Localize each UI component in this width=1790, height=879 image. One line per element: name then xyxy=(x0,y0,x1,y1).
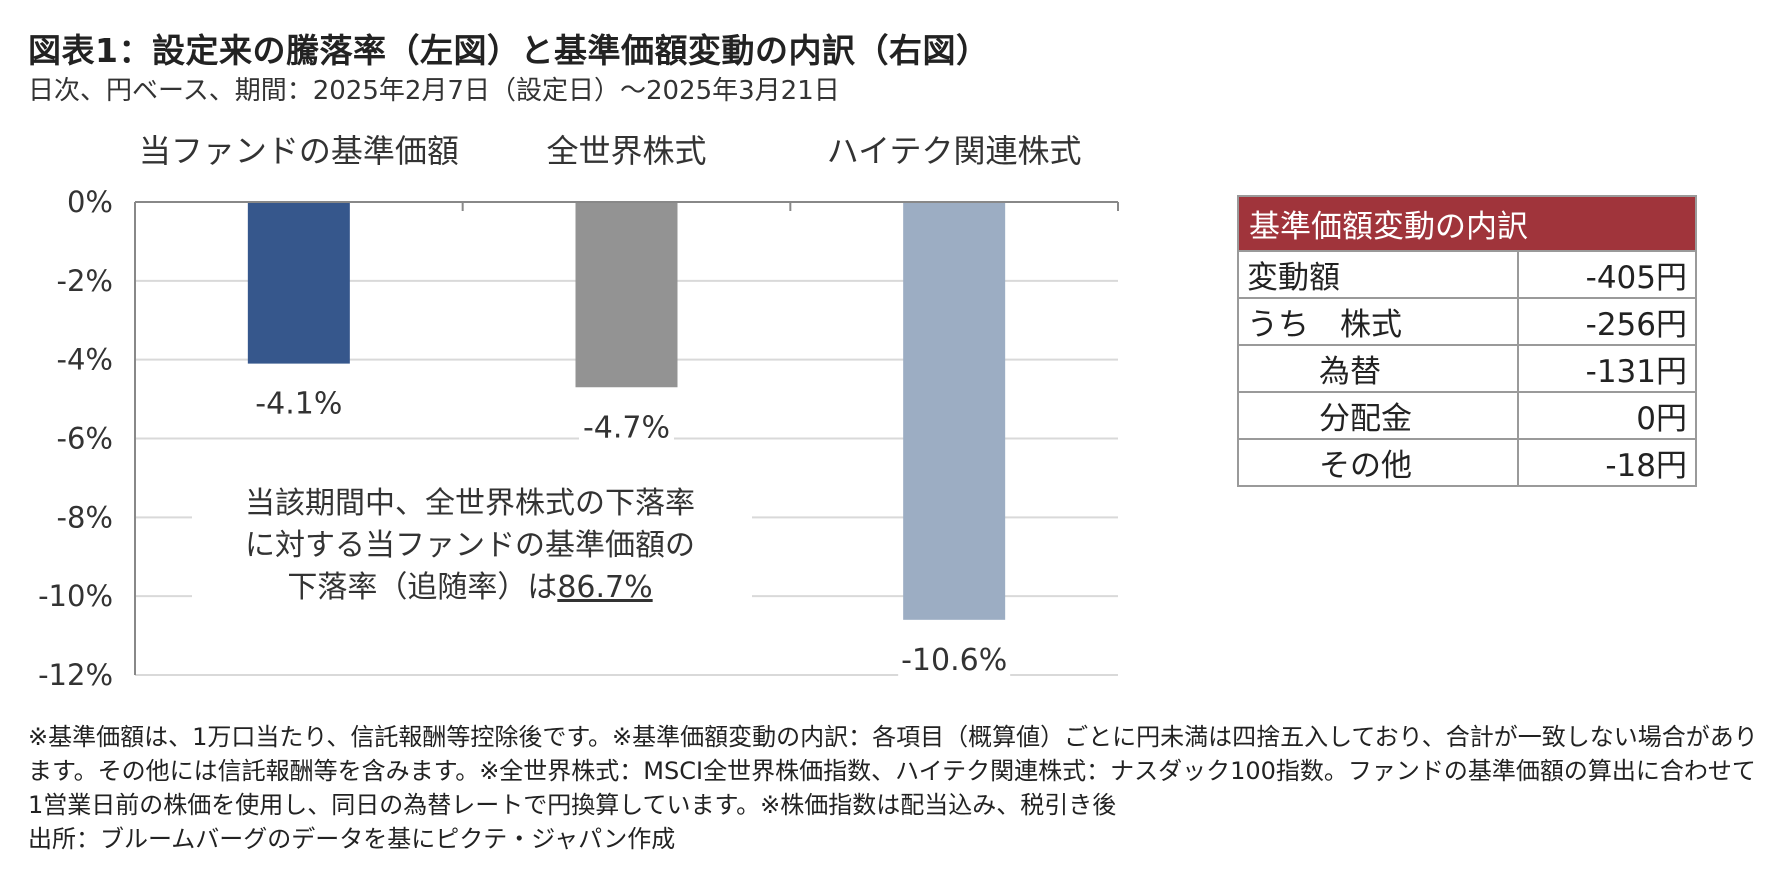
annotation-prefix: 下落率（追随率）は xyxy=(287,570,557,605)
bar-chart: 0% -2% -4% -6% -8% -10% -12% 当ファンドの基準価額 全世界株式 ハイテ… xyxy=(38,132,1119,692)
table-row: 為替 -131円 xyxy=(1237,344,1697,393)
y-tick-label: -10% xyxy=(38,579,113,613)
bar xyxy=(903,202,1006,620)
breakdown-item: 為替 xyxy=(1237,344,1519,393)
annotation-line: に対する当ファンドの基準価額の xyxy=(245,528,695,563)
breakdown-value: 0円 xyxy=(1517,391,1697,440)
category-label: 全世界株式 xyxy=(546,132,706,170)
annotation-background xyxy=(192,475,752,615)
bar xyxy=(247,202,350,364)
data-label-background xyxy=(579,405,674,448)
breakdown-value: -131円 xyxy=(1517,344,1697,393)
data-label: -4.7% xyxy=(583,410,670,445)
y-tick-label: -2% xyxy=(57,264,113,298)
chart-title: 図表1：設定来の騰落率（左図）と基準価額変動の内訳（右図） xyxy=(28,31,990,70)
annotation-line: 下落率（追随率）は86.7% xyxy=(287,570,652,605)
data-label-background xyxy=(898,637,1011,680)
breakdown-header: 基準価額変動の内訳 xyxy=(1237,195,1697,252)
breakdown-item: うち 株式 xyxy=(1237,297,1519,346)
y-tick-label: -4% xyxy=(57,343,113,377)
y-tick-label: -8% xyxy=(57,500,113,534)
chart-subtitle: 日次、円ベース、期間：2025年2月7日（設定日）～2025年3月21日 xyxy=(28,76,840,106)
annotation-value: 86.7% xyxy=(557,570,652,605)
y-tick-label: -12% xyxy=(38,658,113,692)
data-label: -4.1% xyxy=(255,387,342,422)
table-row: うち 株式 -256円 xyxy=(1237,297,1697,346)
breakdown-value: -256円 xyxy=(1517,297,1697,346)
breakdown-item: 変動額 xyxy=(1237,250,1519,299)
breakdown-item: その他 xyxy=(1237,438,1519,487)
breakdown-value: -405円 xyxy=(1517,250,1697,299)
footnotes: ※基準価額は、1万口当たり、信託報酬等控除後です。※基準価額変動の内訳：各項目（… xyxy=(28,720,1768,856)
data-label-background xyxy=(251,381,347,424)
y-tick-label: -6% xyxy=(57,422,113,456)
category-label: ハイテク関連株式 xyxy=(827,132,1082,170)
category-label: 当ファンドの基準価額 xyxy=(139,132,459,170)
table-row: その他 -18円 xyxy=(1237,438,1697,487)
source-text: 出所：ブルームバーグのデータを基にピクテ・ジャパン作成 xyxy=(28,825,676,853)
breakdown-item: 分配金 xyxy=(1237,391,1519,440)
breakdown-header-row: 基準価額変動の内訳 xyxy=(1237,195,1697,252)
bar xyxy=(575,202,678,388)
table-row: 分配金 0円 xyxy=(1237,391,1697,440)
data-label: -10.6% xyxy=(901,643,1007,678)
y-tick-label: 0% xyxy=(67,185,113,219)
breakdown-table: 基準価額変動の内訳 変動額 -405円 うち 株式 -256円 為替 -131円… xyxy=(1237,195,1697,487)
annotation-line: 当該期間中、全世界株式の下落率 xyxy=(245,486,695,521)
table-row: 変動額 -405円 xyxy=(1237,250,1697,299)
breakdown-value: -18円 xyxy=(1517,438,1697,487)
footnote-text: ※基準価額は、1万口当たり、信託報酬等控除後です。※基準価額変動の内訳：各項目（… xyxy=(28,723,1758,819)
